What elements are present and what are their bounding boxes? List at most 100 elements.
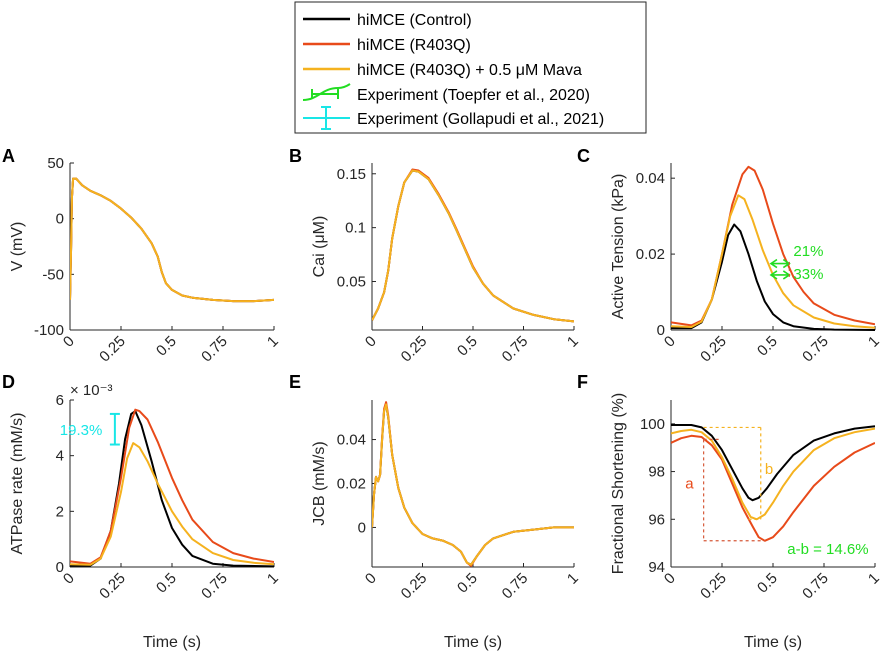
- y-tick-label-d: 6: [56, 392, 64, 409]
- x-tick-label-e: 0.5: [454, 570, 481, 597]
- y-tick-label-a: -100: [34, 322, 64, 339]
- annotation-text-f: a-b = 14.6%: [787, 541, 868, 558]
- legend-label-toepfer: Experiment (Toepfer et al., 2020): [357, 87, 590, 104]
- series-group-f: [671, 424, 875, 542]
- annotation-text-f: a: [685, 475, 694, 492]
- panel-c: 0 0.02 0.04 0 0.25 0.5 0.75 1 Active Tension (kP…: [610, 163, 883, 365]
- x-tick-label-b: 0.5: [454, 333, 481, 360]
- series-group-b: [372, 168, 574, 323]
- y-tick-label-b: 0.1: [345, 220, 366, 237]
- panel-f: 94 96 98 100 0 0.25 0.5 0.75 1 Fractional Shorten…: [610, 393, 883, 651]
- y-axis-label-a: V (mV): [9, 222, 26, 272]
- y-tick-label-d: 0: [56, 559, 64, 576]
- x-tick-label-b: 0.75: [499, 333, 532, 366]
- legend: hiMCE (Control) hiMCE (R403Q) hiMCE (R40…: [294, 1, 647, 134]
- x-tick-label-d: 1: [264, 570, 282, 588]
- legend-label-control: hiMCE (Control): [357, 12, 472, 29]
- legend-item-control: hiMCE (Control): [303, 12, 472, 29]
- x-tick-label-c: 0.25: [697, 333, 730, 366]
- x-tick-label-b: 0: [362, 333, 380, 351]
- annotation-text-d: 19.3%: [60, 422, 103, 439]
- y-exponent-d: × 10⁻³: [70, 382, 113, 399]
- series-line-e-0: [372, 403, 574, 566]
- x-tick-label-f: 0.75: [799, 570, 832, 603]
- legend-item-r403q: hiMCE (R403Q): [303, 37, 471, 54]
- x-tick-label-e: 0.75: [499, 570, 532, 603]
- x-tick-label-f: 0: [661, 570, 679, 588]
- legend-box: [294, 1, 647, 134]
- panel-letter-c: C: [577, 146, 590, 166]
- y-tick-label-a: 50: [47, 155, 64, 172]
- y-tick-label-b: 0.15: [337, 166, 366, 183]
- x-tick-label-b: 0.25: [398, 333, 431, 366]
- x-axis-label-f: Time (s): [744, 634, 802, 651]
- series-line-a-2: [70, 177, 274, 303]
- series-group-d: [70, 408, 274, 568]
- x-tick-label-e: 0: [362, 570, 380, 588]
- x-tick-label-e: 0.25: [398, 570, 431, 603]
- panel-letter-f: F: [577, 372, 588, 392]
- series-line-d-2: [70, 442, 274, 566]
- y-axis-label-f: Fractional Shortening (%): [610, 393, 627, 574]
- panel-letter-e: E: [289, 372, 301, 392]
- y-tick-label-f: 100: [640, 416, 665, 433]
- x-tick-label-f: 0.5: [754, 570, 781, 597]
- series-line-c-1: [671, 165, 875, 327]
- series-line-f-2: [671, 427, 875, 521]
- series-line-a-0: [70, 177, 274, 303]
- x-axis-label-d: Time (s): [143, 634, 201, 651]
- x-tick-label-f: 1: [865, 570, 883, 588]
- legend-item-toepfer: Experiment (Toepfer et al., 2020): [302, 83, 590, 104]
- x-tick-label-c: 0: [661, 333, 679, 351]
- y-axis-label-d: ATPase rate (mM/s): [9, 413, 26, 555]
- series-line-e-1: [372, 401, 574, 567]
- series-line-d-1: [70, 408, 274, 565]
- x-tick-label-d: 0: [60, 570, 78, 588]
- x-tick-label-a: 0.25: [96, 333, 129, 366]
- x-tick-label-a: 0.5: [153, 333, 180, 360]
- series-group-e: [372, 401, 574, 567]
- annotation-text-f: b: [765, 461, 773, 478]
- x-tick-label-b: 1: [564, 333, 582, 351]
- legend-label-r403q: hiMCE (R403Q): [357, 37, 471, 54]
- panel-letter-b: B: [289, 146, 302, 166]
- y-axis-label-e: JCB (mM/s): [311, 441, 328, 525]
- y-tick-label-e: 0.02: [337, 476, 366, 493]
- x-tick-label-c: 1: [865, 333, 883, 351]
- y-tick-label-f: 94: [648, 559, 665, 576]
- series-line-a-1: [70, 177, 274, 303]
- annotation-arrowhead-c: [769, 270, 778, 280]
- y-tick-label-d: 4: [56, 448, 64, 465]
- legend-swatch-toepfer-curve: [302, 83, 351, 101]
- y-tick-label-f: 96: [648, 511, 665, 528]
- annotation-text-c: 21%: [793, 243, 823, 260]
- annotation-arrowhead-c: [769, 258, 778, 269]
- panel-a: -100 -50 0 50 0 0.25 0.5 0.75 1 V (mV): [9, 155, 282, 365]
- legend-label-mava: hiMCE (R403Q) + 0.5 μM Mava: [357, 62, 582, 79]
- y-tick-label-d: 2: [56, 503, 64, 520]
- y-tick-label-a: -50: [42, 266, 64, 283]
- x-tick-label-d: 0.75: [198, 570, 231, 603]
- y-tick-label-b: 0.05: [337, 274, 366, 291]
- x-tick-label-a: 1: [264, 333, 282, 351]
- y-axis-label-c: Active Tension (kPa): [610, 174, 627, 320]
- panel-letter-d: D: [2, 372, 15, 392]
- legend-item-gollapudi: Experiment (Gollapudi et al., 2021): [303, 106, 604, 130]
- x-tick-label-d: 0.5: [153, 570, 180, 597]
- y-tick-label-c: 0.02: [636, 246, 665, 263]
- series-group-a: [70, 177, 274, 303]
- series-line-e-2: [372, 403, 574, 566]
- x-tick-label-a: 0: [60, 333, 78, 351]
- x-tick-label-c: 0.5: [754, 333, 781, 360]
- y-tick-label-e: 0.04: [337, 432, 366, 449]
- chart-panels: -100 -50 0 50 0 0.25 0.5 0.75 1 V (mV) 0.05 0.1 0.15…: [9, 155, 883, 651]
- x-tick-label-d: 0.25: [96, 570, 129, 603]
- x-tick-label-c: 0.75: [799, 333, 832, 366]
- x-axis-label-e: Time (s): [444, 634, 502, 651]
- y-tick-label-a: 0: [56, 211, 64, 228]
- legend-label-gollapudi: Experiment (Gollapudi et al., 2021): [357, 111, 604, 128]
- legend-item-mava: hiMCE (R403Q) + 0.5 μM Mava: [303, 62, 582, 79]
- panel-b: 0.05 0.1 0.15 0 0.25 0.5 0.75 1 Cai (μM): [311, 163, 582, 365]
- series-line-c-2: [671, 194, 875, 329]
